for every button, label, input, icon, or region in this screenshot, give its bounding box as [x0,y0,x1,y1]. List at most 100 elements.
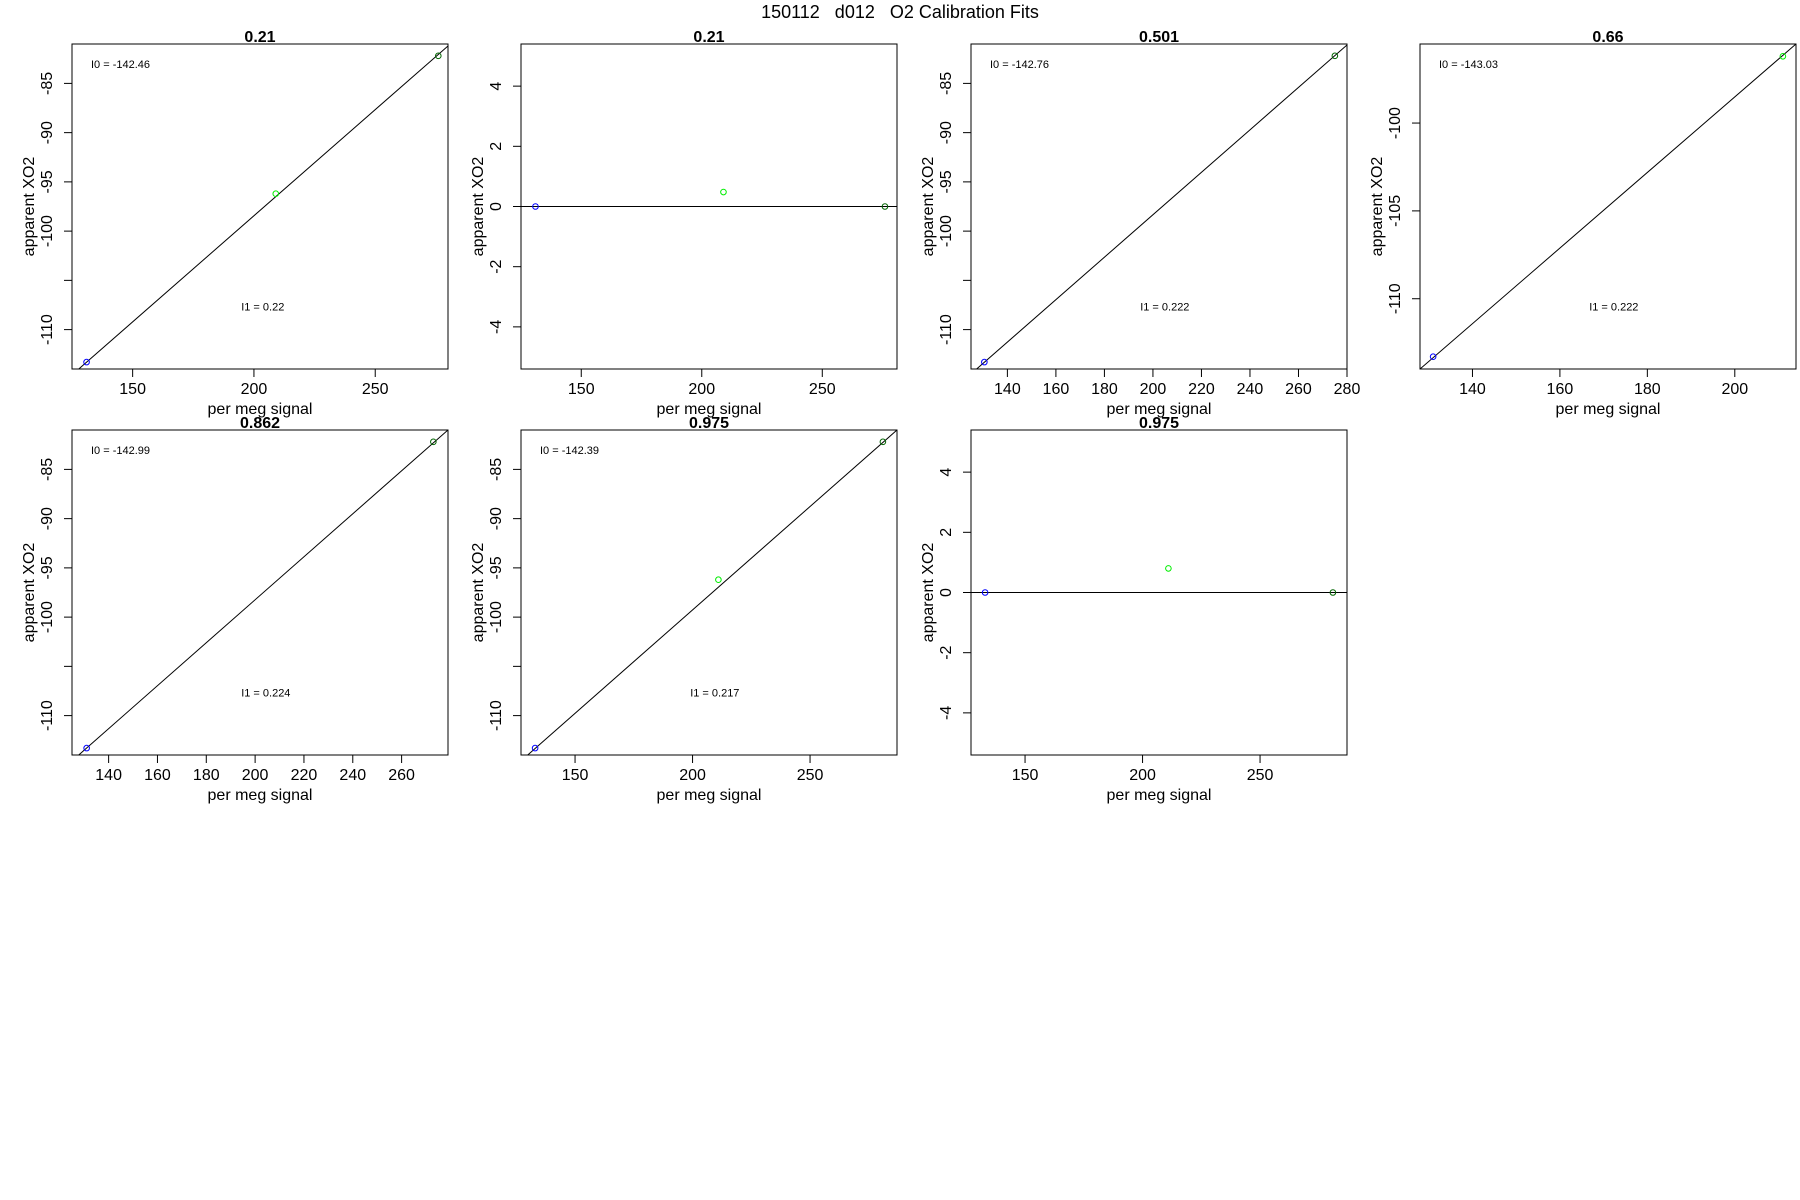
x-tick-label: 160 [144,767,171,784]
y-axis-label: apparent XO2 [1369,157,1386,257]
y-tick-label: -95 [39,170,56,193]
x-tick-label: 220 [291,767,318,784]
x-tick-label: 160 [1043,381,1070,398]
fit-annotation: I1 = 0.224 [241,688,290,700]
data-point [83,358,90,366]
y-tick-label: 4 [488,82,505,91]
chart-panel-3: 0.501 140 160 180 200 220 240 260 280 -85 -90 -95 -1… [920,29,1360,418]
chart-title: 0.975 [1139,415,1179,432]
fit-annotation: I1 = 0.222 [1589,302,1638,314]
x-tick-label: 180 [1091,381,1118,398]
data-point [272,190,280,197]
y-tick-label: -90 [39,507,56,530]
y-tick-label: -85 [938,72,955,95]
y-tick-label: 0 [938,588,955,597]
x-tick-label: 200 [241,381,268,398]
y-tick-label: -95 [488,556,505,579]
chart-panel-6: 0.975 150 200 250 -85 -90 -95 -100 -110 per meg s… [470,415,898,804]
y-tick-label: -100 [39,601,56,633]
x-tick-label: 280 [1334,381,1361,398]
y-tick-label: 2 [938,528,955,537]
fit-annotation: I1 = 0.217 [690,688,739,700]
fit-annotation: I0 = -142.99 [91,445,150,457]
data-point [1329,589,1337,596]
data-point [83,744,90,752]
x-tick-label: 250 [809,381,836,398]
x-tick-label: 150 [562,767,589,784]
data-point [981,589,989,596]
x-tick-label: 220 [1188,381,1215,398]
x-axis-label: per meg signal [208,787,313,804]
data-point [1165,565,1172,572]
fit-annotation: I0 = -142.39 [540,445,599,457]
page-title: 150112 d012 O2 Calibration Fits [761,2,1039,22]
x-axis-label: per meg signal [208,401,313,418]
y-tick-label: -90 [39,121,56,144]
y-tick-label: -90 [488,507,505,530]
x-tick-label: 160 [1547,381,1574,398]
x-tick-label: 250 [1247,767,1274,784]
y-tick-label: -2 [488,259,505,273]
x-tick-label: 140 [95,767,122,784]
x-tick-label: 250 [797,767,824,784]
y-tick-label: -85 [488,458,505,481]
data-point [434,52,442,60]
y-tick-label: -4 [488,320,505,334]
fit-annotation: I1 = 0.222 [1140,302,1189,314]
y-tick-label: -2 [938,645,955,659]
y-tick-label: -85 [39,458,56,481]
x-tick-label: 240 [1237,381,1264,398]
y-tick-label: -85 [39,72,56,95]
chart-title: 0.862 [240,415,280,432]
data-point [715,576,722,583]
x-tick-label: 150 [568,381,595,398]
x-tick-label: 240 [339,767,366,784]
x-tick-label: 150 [119,381,146,398]
y-tick-label: -4 [938,706,955,720]
plot-frame [71,429,449,756]
y-tick-label: -100 [39,215,56,247]
x-axis-label: per meg signal [657,787,762,804]
chart-title: 0.501 [1139,29,1179,46]
plot-frame [970,43,1348,370]
data-point [981,358,988,366]
y-tick-label: 0 [488,202,505,211]
y-tick-label: -110 [938,314,955,345]
chart-title: 0.21 [244,29,275,46]
chart-panel-2: 0.21 150 200 250 4 2 0 -2 -4 per meg signal appare… [470,29,898,418]
data-point [532,203,539,210]
x-axis-label: per meg signal [1107,401,1212,418]
data-point [1429,353,1437,361]
y-tick-label: -110 [39,314,56,345]
fit-annotation: I1 = 0.22 [241,302,284,314]
x-axis-label: per meg signal [1556,401,1661,418]
y-tick-label: -110 [39,700,56,731]
fit-line [526,430,897,755]
data-point [879,438,887,446]
chart-title: 0.66 [1592,29,1623,46]
x-tick-label: 260 [1285,381,1312,398]
x-tick-label: 200 [1140,381,1167,398]
x-axis-label: per meg signal [657,401,762,418]
plot-frame [520,429,898,756]
chart-panel-4: 0.66 140 160 180 200 -100 -105 -110 per meg sign… [1369,29,1797,418]
x-tick-label: 260 [388,767,415,784]
x-tick-label: 200 [679,767,706,784]
chart-title: 0.975 [689,415,729,432]
chart-panel-1: 0.21 150 200 250 -85 -90 -95 -100 -110 per meg si… [21,29,449,418]
y-axis-label: apparent XO2 [470,543,487,643]
y-tick-label: -100 [488,601,505,633]
fit-line [77,45,448,369]
data-point [720,188,727,196]
x-tick-label: 140 [1459,381,1486,398]
y-tick-label: 4 [938,468,955,477]
x-axis-label: per meg signal [1107,787,1212,804]
y-axis-label: apparent XO2 [21,543,38,643]
x-tick-label: 180 [1634,381,1661,398]
y-axis-label: apparent XO2 [470,157,487,257]
x-tick-label: 140 [994,381,1021,398]
chart-title: 0.21 [693,29,724,46]
chart-panel-5: 0.862 140 160 180 200 220 240 260 -85 -90 -95 -100 -… [21,415,449,804]
x-tick-label: 200 [1721,381,1748,398]
